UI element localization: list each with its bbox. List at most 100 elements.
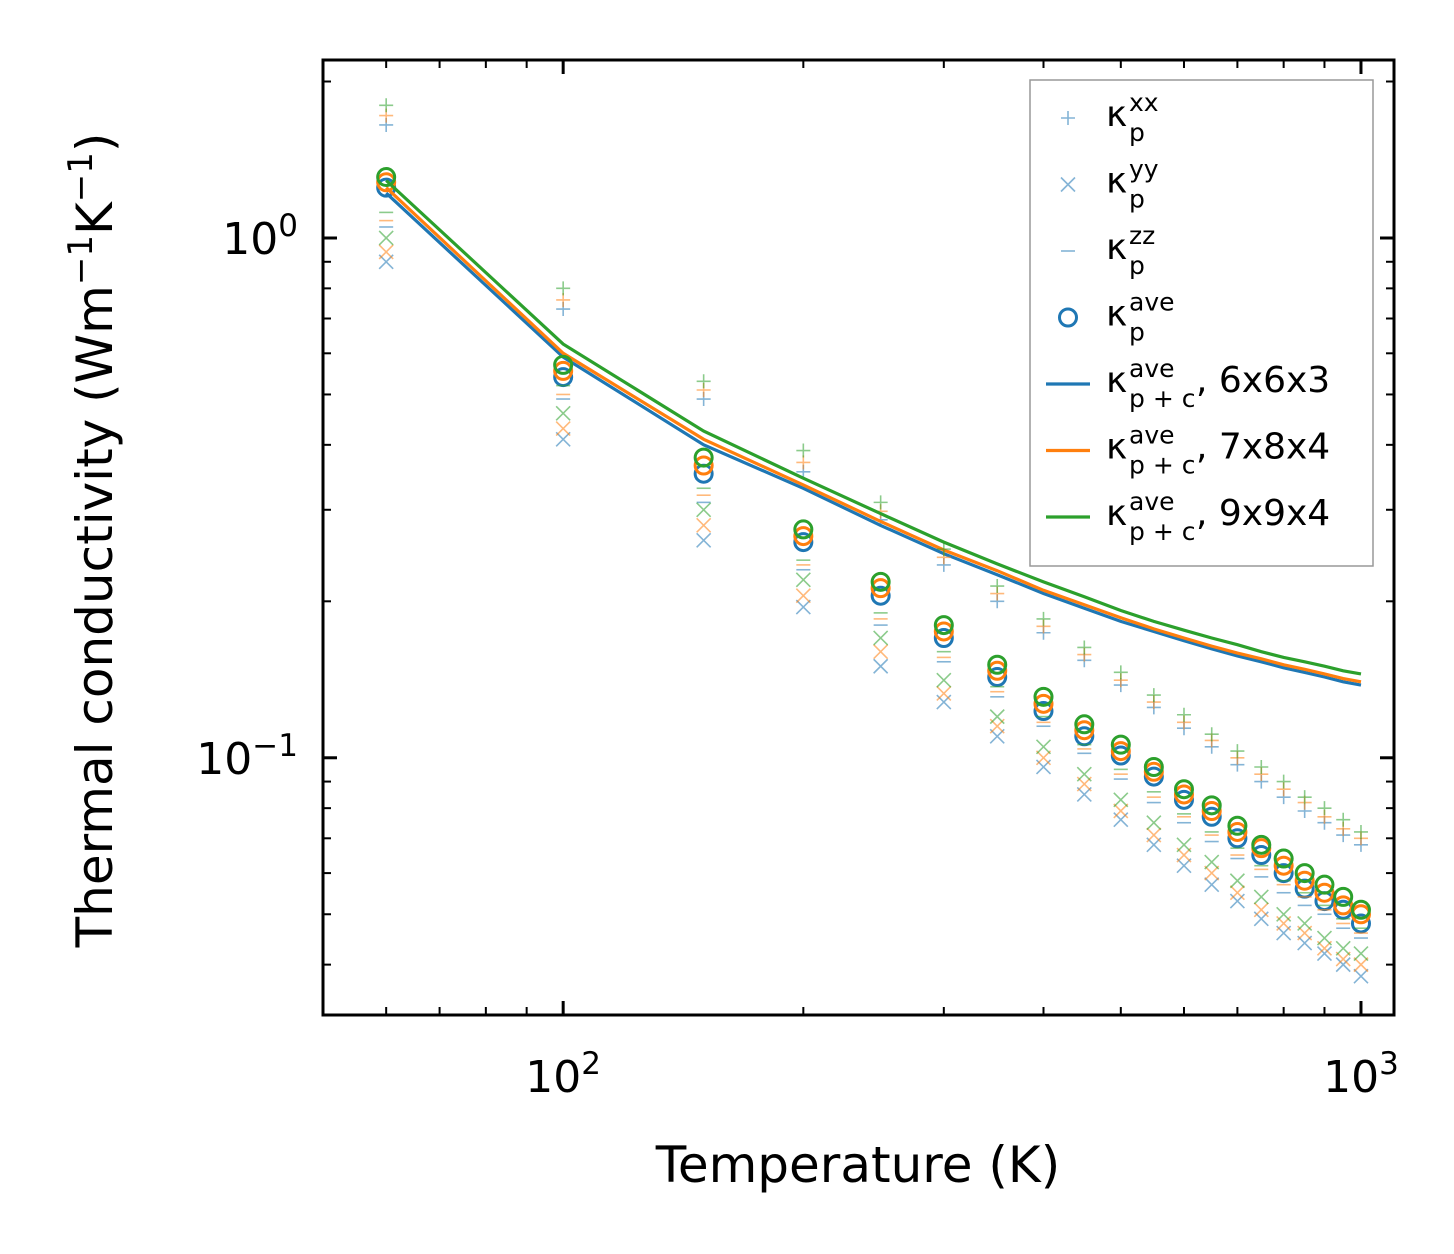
point-yy <box>1035 750 1052 766</box>
point-xx <box>1336 812 1351 827</box>
point-yy <box>555 431 571 447</box>
point-ave <box>1110 741 1131 762</box>
legend-label: κave p <box>1106 288 1175 347</box>
point-ave <box>1074 720 1095 741</box>
curve-9x9x4 <box>385 179 1362 676</box>
y-label-exp1: −1 <box>61 235 101 285</box>
point-xx <box>556 281 571 296</box>
x-tick-label: 102 <box>525 1046 601 1103</box>
legend-entry: κave p <box>1058 288 1175 347</box>
point-xx <box>1254 759 1269 774</box>
point-yy <box>378 230 394 246</box>
point-yy <box>1146 827 1162 843</box>
point-yy <box>1316 946 1333 962</box>
legend-marker-circle <box>1058 307 1078 328</box>
legend-label: κzz p <box>1106 221 1155 280</box>
plot-frame <box>321 58 1396 1017</box>
legend-entry: κxx p <box>1061 88 1159 147</box>
point-xx <box>796 443 811 458</box>
point-yy <box>1253 902 1269 918</box>
data-layer <box>376 98 1371 984</box>
point-yy <box>1204 865 1220 881</box>
point-yy <box>795 572 811 588</box>
point-ave <box>1227 815 1248 836</box>
point-ave <box>1074 714 1095 735</box>
point-xx <box>796 455 811 470</box>
point-ave <box>1110 734 1131 755</box>
point-xx <box>873 495 888 510</box>
point-yy <box>555 420 571 437</box>
point-ave <box>870 585 891 606</box>
point-ave <box>1333 895 1354 916</box>
y-label-mid: K <box>66 201 124 235</box>
point-ave <box>1273 848 1294 869</box>
point-ave <box>1033 701 1054 722</box>
point-yy <box>1229 885 1245 901</box>
point-yy <box>1297 915 1313 932</box>
y-label-main: Thermal conductivity (Wm <box>66 285 124 948</box>
point-xx <box>1353 824 1368 839</box>
point-ave <box>1201 800 1222 821</box>
legend-marker-plus <box>1061 111 1075 125</box>
series-7x8x4 <box>376 108 1371 973</box>
tick-labels: 102 103 100 10−1 <box>196 208 1399 1103</box>
point-ave <box>1143 756 1164 777</box>
point-yy <box>1035 739 1052 755</box>
y-label-exp2: −1 <box>61 152 101 202</box>
point-yy <box>1253 889 1269 905</box>
point-ave <box>1350 899 1371 920</box>
point-yy <box>1353 946 1369 962</box>
point-yy <box>1316 930 1333 946</box>
point-yy <box>989 709 1005 725</box>
point-yy <box>1335 957 1351 973</box>
point-yy <box>1335 951 1351 967</box>
y-tick-label: 10−1 <box>196 728 298 785</box>
point-yy <box>1204 877 1220 893</box>
point-ave <box>553 354 574 375</box>
legend-entry: κave p + c, 9x9x4 <box>1046 487 1330 546</box>
point-yy <box>936 672 952 688</box>
legend-box <box>1029 79 1374 567</box>
point-xx <box>696 374 711 389</box>
point-ave <box>870 578 891 599</box>
point-ave <box>987 667 1008 688</box>
legend-entry: κzz p <box>1061 221 1155 280</box>
point-ave <box>1227 828 1248 849</box>
point-ave <box>1201 806 1222 827</box>
y-tick-label: 100 <box>222 208 298 265</box>
curve-7x8x4 <box>385 186 1362 684</box>
point-ave <box>1333 886 1354 907</box>
legend-label: κave p + c, 6x6x3 <box>1106 354 1330 413</box>
point-ave <box>1294 863 1315 884</box>
point-yy <box>936 685 952 701</box>
point-xx <box>1204 727 1219 742</box>
point-xx <box>1297 790 1312 805</box>
point-yy <box>696 532 712 548</box>
major-ticks <box>323 60 1394 1015</box>
point-yy <box>378 244 394 260</box>
legend-label: κave p + c, 9x9x4 <box>1106 487 1330 546</box>
point-yy <box>795 588 811 604</box>
legend-entry: κyy p <box>1060 155 1159 214</box>
x-tick-label: 103 <box>1323 1046 1399 1103</box>
point-yy <box>696 517 712 533</box>
point-xx <box>379 98 394 113</box>
point-ave <box>793 519 814 540</box>
legend-entry: κave p + c, 7x8x4 <box>1046 421 1330 480</box>
legend-label: κxx p <box>1106 88 1159 147</box>
point-yy <box>873 658 889 674</box>
curve-6x6x3 <box>385 191 1362 687</box>
point-yy <box>1229 873 1245 889</box>
point-xx <box>1276 774 1291 789</box>
point-yy <box>1113 792 1129 808</box>
point-yy <box>1146 815 1162 831</box>
point-ave <box>1314 874 1335 895</box>
point-yy <box>1204 854 1220 870</box>
point-yy <box>1176 837 1192 853</box>
point-ave <box>870 571 891 592</box>
point-yy <box>1076 766 1092 782</box>
point-ave <box>1033 686 1054 707</box>
point-xx <box>1036 611 1051 626</box>
point-ave <box>793 532 814 553</box>
y-label-end: ) <box>66 133 124 153</box>
